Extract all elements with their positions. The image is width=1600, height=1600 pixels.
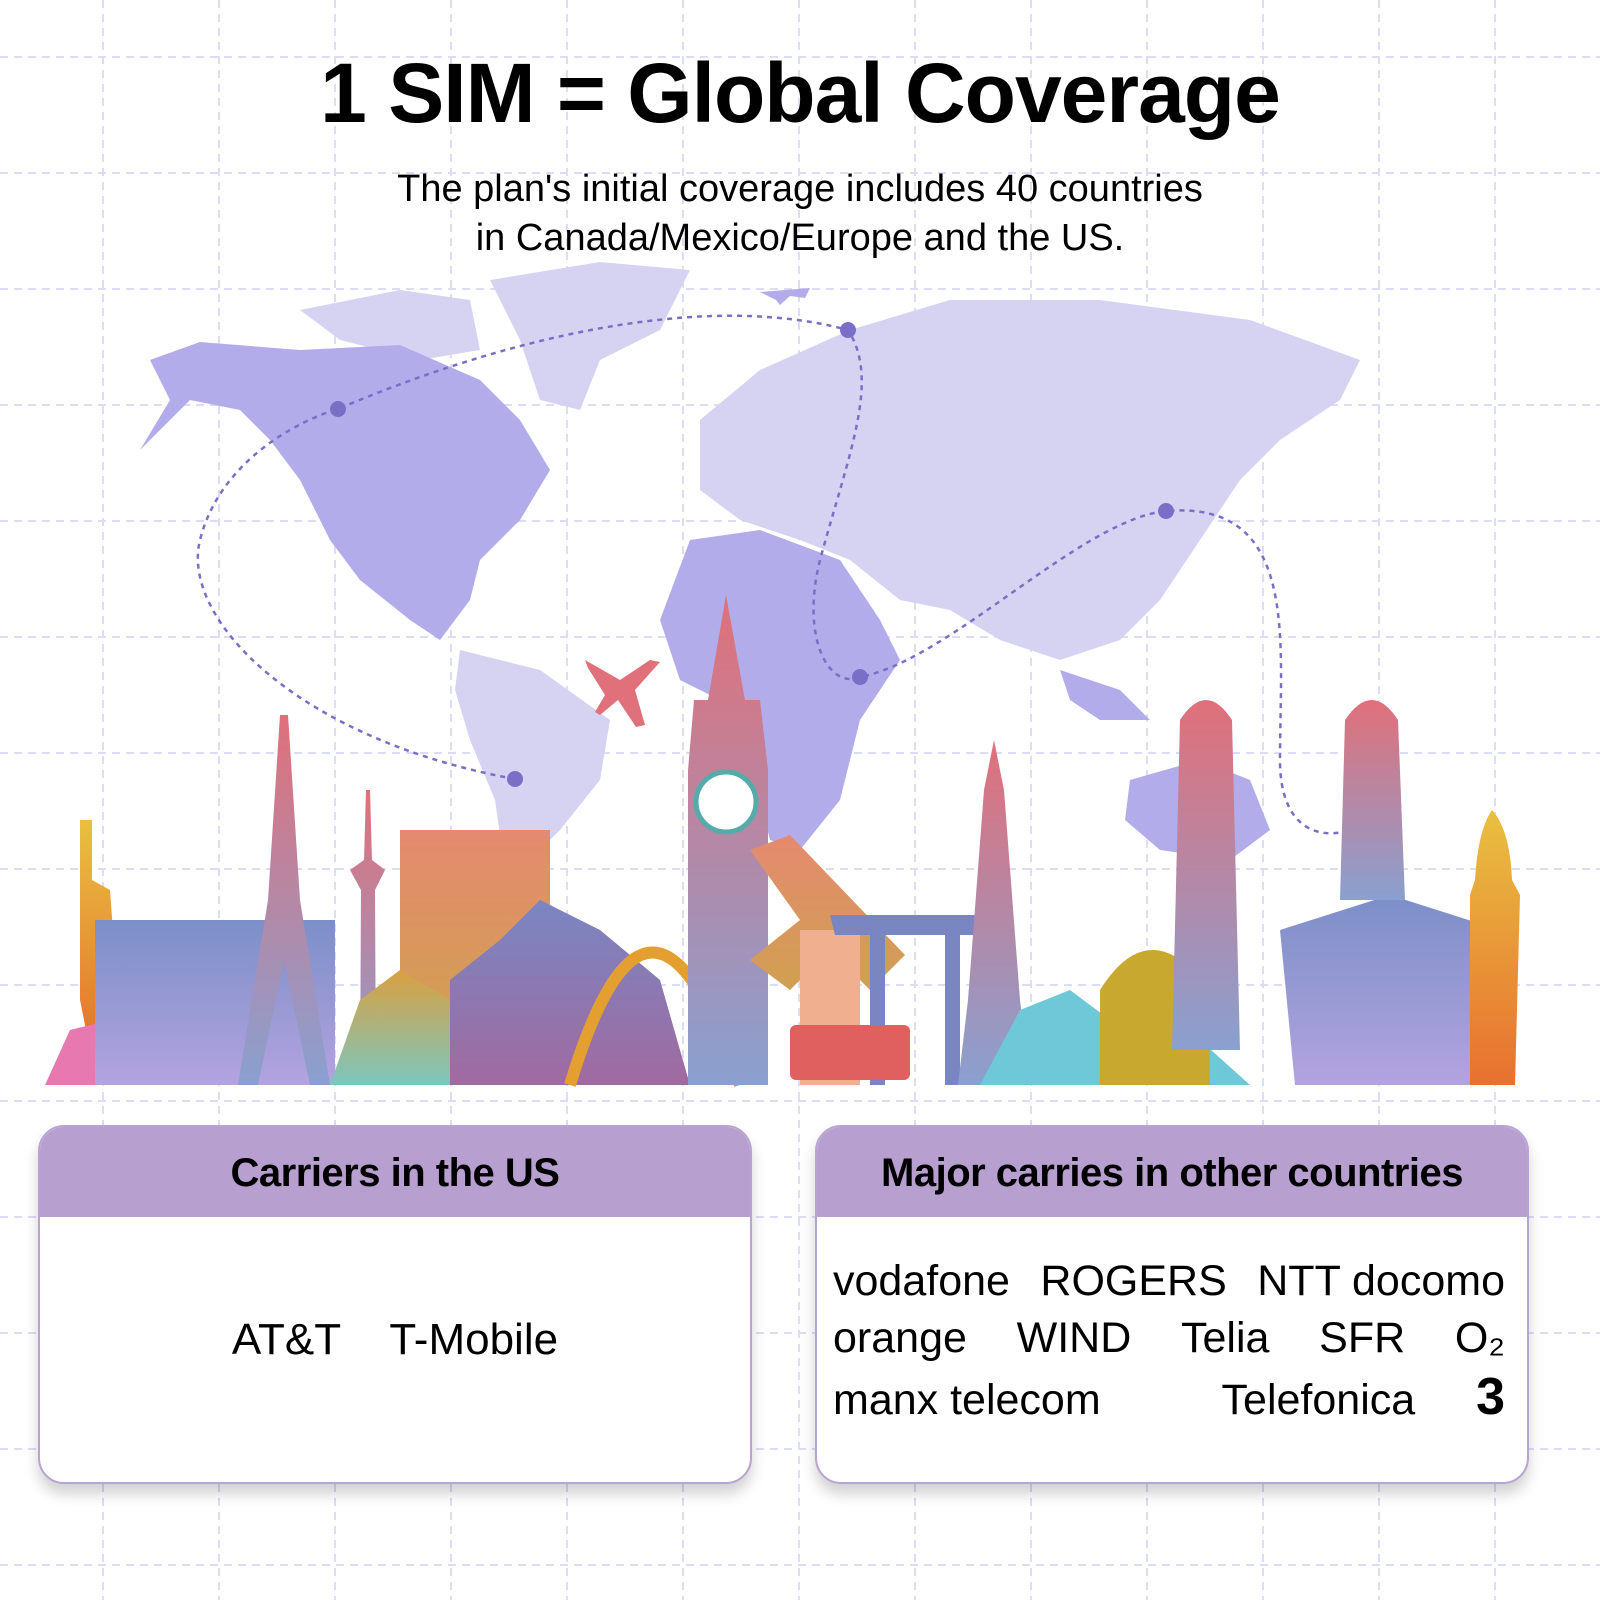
- landmarks-skyline: [45, 595, 1520, 1087]
- africa: [660, 530, 900, 850]
- pagoda: [958, 740, 1030, 1085]
- other-carriers-heading: Major carries in other countries: [817, 1127, 1527, 1217]
- carrier-sfr: SFR: [1319, 1314, 1406, 1362]
- world-map: [140, 262, 1360, 870]
- north-america: [140, 342, 550, 640]
- double-decker-bus: [790, 1025, 910, 1080]
- europe-asia: [700, 300, 1360, 660]
- carrier-rogers: ROGERS: [1040, 1257, 1227, 1305]
- page-title: 1 SIM = Global Coverage: [320, 46, 1281, 140]
- stop-dot: [1158, 503, 1174, 519]
- carrier-row: vodafone ROGERS NTT docomo: [833, 1257, 1505, 1306]
- eiffel-tower: [238, 715, 330, 1085]
- us-carriers-card: Carriers in the US AT&T T-Mobile: [38, 1125, 752, 1484]
- subtitle-line-1: The plan's initial coverage includes 40 …: [397, 168, 1203, 210]
- carrier-three: 3: [1476, 1368, 1505, 1426]
- flight-stops: [330, 322, 1174, 787]
- world-map-illustration: [45, 262, 1520, 1087]
- tower: [1340, 700, 1405, 900]
- us-carriers-list: AT&T T-Mobile: [40, 1315, 750, 1365]
- flight-path: [196, 314, 1351, 835]
- carrier-orange: orange: [833, 1314, 967, 1362]
- subtitle: The plan's initial coverage includes 40 …: [0, 165, 1600, 263]
- carrier-tmobile: T-Mobile: [389, 1315, 559, 1364]
- clock-icon: [693, 769, 759, 835]
- greenland: [490, 262, 690, 410]
- stop-dot: [507, 771, 523, 787]
- stop-dot: [840, 322, 856, 338]
- carrier-row: orange WIND Telia SFR O₂: [833, 1314, 1505, 1363]
- arctic-islands: [300, 290, 480, 360]
- subtitle-line-2: in Canada/Mexico/Europe and the US.: [475, 217, 1125, 259]
- tv-tower: [350, 790, 385, 1085]
- carrier-ntt-docomo: NTT docomo: [1257, 1257, 1505, 1305]
- carrier-vodafone: vodafone: [833, 1257, 1010, 1305]
- carrier-manx-telecom: manx telecom: [833, 1376, 1101, 1424]
- carrier-o2: O₂: [1454, 1314, 1505, 1362]
- carrier-telia: Telia: [1180, 1314, 1270, 1362]
- carrier-wind: WIND: [1016, 1314, 1132, 1362]
- stop-dot: [330, 401, 346, 417]
- big-ben: [688, 595, 768, 1085]
- parthenon: [1280, 895, 1500, 1085]
- small-airplane-icon: [760, 288, 810, 305]
- southeast-asia: [1060, 670, 1150, 720]
- lighthouse: [1470, 810, 1520, 1085]
- carrier-row: manx telecom Telefonica 3: [833, 1367, 1505, 1427]
- other-carriers-card: Major carries in other countries vodafon…: [815, 1125, 1529, 1484]
- airplane-icon: [585, 660, 660, 727]
- us-carriers-heading: Carriers in the US: [40, 1127, 750, 1217]
- carrier-telefonica: Telefonica: [1221, 1376, 1416, 1424]
- south-america: [455, 650, 610, 870]
- carrier-att: AT&T: [231, 1315, 342, 1364]
- stop-dot: [852, 669, 868, 685]
- windmill: [750, 835, 905, 990]
- leaning-tower: [1172, 700, 1240, 1050]
- taj-mahal: [450, 900, 690, 1085]
